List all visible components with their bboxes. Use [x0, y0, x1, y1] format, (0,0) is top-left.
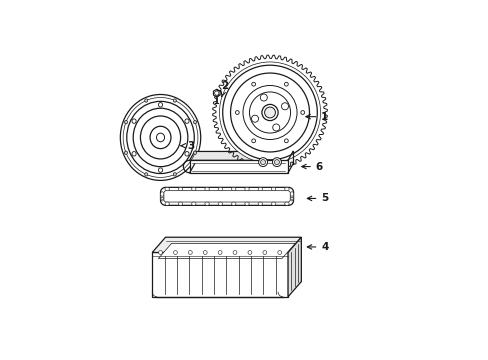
Ellipse shape — [120, 94, 200, 180]
Ellipse shape — [193, 121, 196, 124]
Ellipse shape — [158, 168, 163, 172]
Ellipse shape — [178, 202, 183, 205]
Ellipse shape — [231, 187, 235, 191]
Ellipse shape — [218, 187, 222, 191]
Circle shape — [284, 82, 287, 86]
Circle shape — [262, 104, 278, 121]
Circle shape — [214, 91, 219, 95]
Circle shape — [219, 62, 320, 163]
Ellipse shape — [144, 173, 147, 176]
Text: 2: 2 — [221, 81, 228, 97]
Ellipse shape — [160, 195, 163, 199]
Circle shape — [277, 251, 281, 255]
Circle shape — [300, 111, 304, 114]
Circle shape — [272, 124, 279, 131]
Ellipse shape — [173, 173, 176, 176]
Text: 1: 1 — [305, 112, 328, 122]
Polygon shape — [287, 237, 301, 297]
Ellipse shape — [133, 108, 187, 167]
Ellipse shape — [290, 195, 293, 199]
Ellipse shape — [244, 202, 249, 205]
Circle shape — [281, 103, 288, 110]
Ellipse shape — [123, 98, 198, 177]
Ellipse shape — [158, 103, 163, 107]
Polygon shape — [152, 252, 287, 297]
Circle shape — [272, 158, 281, 167]
Ellipse shape — [156, 133, 164, 142]
Polygon shape — [189, 152, 292, 160]
Ellipse shape — [173, 99, 176, 102]
Circle shape — [260, 159, 265, 165]
Circle shape — [251, 115, 258, 122]
Text: 3: 3 — [181, 141, 194, 151]
Circle shape — [203, 251, 207, 255]
Ellipse shape — [193, 151, 196, 154]
Circle shape — [251, 139, 255, 143]
Circle shape — [264, 107, 275, 118]
Circle shape — [251, 82, 255, 86]
Ellipse shape — [124, 121, 127, 124]
Circle shape — [235, 111, 239, 114]
Ellipse shape — [160, 193, 163, 198]
Ellipse shape — [184, 152, 189, 156]
Circle shape — [233, 251, 237, 255]
Circle shape — [258, 158, 267, 167]
Ellipse shape — [290, 192, 293, 196]
Ellipse shape — [184, 119, 189, 123]
Ellipse shape — [284, 187, 288, 191]
Circle shape — [284, 139, 287, 143]
Text: 5: 5 — [306, 193, 328, 203]
Polygon shape — [189, 160, 287, 173]
Ellipse shape — [160, 192, 163, 196]
Ellipse shape — [144, 99, 147, 102]
Circle shape — [218, 251, 222, 255]
Ellipse shape — [290, 197, 293, 201]
Ellipse shape — [132, 152, 136, 156]
Polygon shape — [158, 243, 295, 258]
Circle shape — [274, 159, 279, 165]
Ellipse shape — [244, 187, 249, 191]
Ellipse shape — [271, 202, 275, 205]
Ellipse shape — [290, 193, 293, 198]
Ellipse shape — [178, 187, 183, 191]
Circle shape — [247, 251, 251, 255]
Circle shape — [173, 251, 177, 255]
Ellipse shape — [231, 202, 235, 205]
Circle shape — [188, 251, 192, 255]
Ellipse shape — [191, 187, 196, 191]
Ellipse shape — [140, 116, 180, 159]
Circle shape — [230, 73, 309, 152]
Ellipse shape — [164, 187, 169, 191]
Circle shape — [158, 251, 162, 255]
Ellipse shape — [150, 126, 171, 149]
Ellipse shape — [132, 119, 136, 123]
Polygon shape — [152, 237, 301, 252]
Ellipse shape — [164, 202, 169, 205]
Ellipse shape — [258, 202, 262, 205]
Circle shape — [222, 65, 317, 160]
Ellipse shape — [191, 202, 196, 205]
Ellipse shape — [160, 197, 163, 201]
Polygon shape — [163, 191, 290, 202]
Text: 4: 4 — [306, 242, 328, 252]
Circle shape — [263, 251, 266, 255]
Polygon shape — [160, 187, 293, 205]
Ellipse shape — [258, 187, 262, 191]
Ellipse shape — [124, 151, 127, 154]
Ellipse shape — [271, 187, 275, 191]
Circle shape — [243, 85, 296, 140]
Ellipse shape — [204, 187, 209, 191]
Ellipse shape — [204, 202, 209, 205]
Ellipse shape — [218, 202, 222, 205]
Ellipse shape — [126, 102, 194, 174]
Circle shape — [249, 92, 290, 133]
Circle shape — [260, 94, 267, 101]
Ellipse shape — [284, 202, 288, 205]
Text: 6: 6 — [301, 162, 323, 172]
